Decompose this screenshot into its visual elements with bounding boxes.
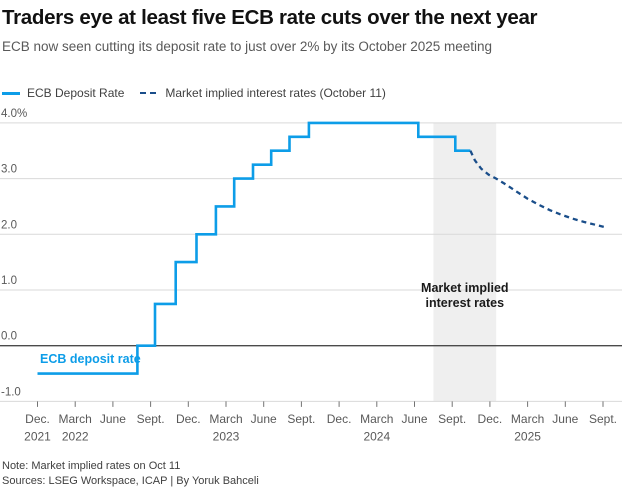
legend-item-0: ECB Deposit Rate [2, 86, 124, 100]
solid-line-swatch-icon [2, 91, 20, 95]
gridlines [0, 122, 622, 402]
chart-legend: ECB Deposit Rate Market implied interest … [2, 86, 386, 100]
dashed-line-swatch-icon [140, 91, 159, 95]
y-tick-label: 4.0% [1, 108, 27, 120]
x-tick-label: March [59, 412, 92, 426]
y-tick-label: -1.0 [1, 386, 21, 398]
x-tick-year-label: 2022 [62, 429, 89, 443]
x-tick-label: June [401, 412, 427, 426]
legend-item-1: Market implied interest rates (October 1… [140, 86, 386, 100]
page-subtitle: ECB now seen cutting its deposit rate to… [2, 39, 493, 54]
annotation-text: Market implied [421, 281, 509, 295]
legend-label: ECB Deposit Rate [27, 86, 125, 100]
rate-chart: 4.0% 3.0 2.0 1.0 0.0 -1.0 Dec. 2021 March 2022 Jun… [0, 108, 622, 443]
chart-area: 4.0% 3.0 2.0 1.0 0.0 -1.0 Dec. 2021 March 2022 Jun… [0, 108, 624, 448]
annotation-text: ECB deposit rate [40, 352, 141, 366]
y-axis-labels: 4.0% 3.0 2.0 1.0 0.0 -1.0 [1, 108, 27, 398]
chart-footer: Note: Market implied rates on Oct 11 Sou… [2, 459, 622, 489]
footer-sources: Sources: LSEG Workspace, ICAP | By Yoruk… [2, 474, 259, 487]
x-tick-year-label: 2025 [514, 429, 541, 443]
x-tick-label: Sept. [438, 412, 466, 426]
deposit-rate-line [37, 121, 471, 375]
annotation-text: interest rates [426, 296, 505, 310]
annotation-1: ECB deposit rate [40, 352, 141, 366]
footer-note: Note: Market implied rates on Oct 11 [2, 460, 181, 472]
x-tick-label: June [251, 412, 277, 426]
y-tick-label: 3.0 [1, 164, 17, 176]
x-tick-label: Sept. [137, 412, 165, 426]
market-implied-line [469, 150, 608, 229]
x-tick-label: March [511, 412, 544, 426]
x-tick-year-label: 2024 [363, 429, 390, 443]
y-tick-label: 0.0 [1, 331, 17, 343]
x-tick-year-label: 2023 [213, 429, 240, 443]
x-tick-label: Dec. [176, 412, 201, 426]
x-tick-label: March [209, 412, 242, 426]
y-tick-label: 1.0 [1, 275, 17, 287]
page-title: Traders eye at least five ECB rate cuts … [2, 6, 538, 29]
x-tick-label: Sept. [589, 412, 617, 426]
legend-label: Market implied interest rates (October 1… [165, 86, 386, 100]
x-tick-label: Dec. [25, 412, 50, 426]
x-tick-label: Sept. [287, 412, 315, 426]
x-tick-label: Dec. [478, 412, 503, 426]
x-axis-ticks: Dec. 2021 March 2022 June Sept. Dec. March 2023 J… [24, 401, 617, 443]
x-tick-year-label: 2021 [24, 429, 51, 443]
x-tick-label: March [360, 412, 393, 426]
x-tick-label: Dec. [327, 412, 352, 426]
highlight-band [433, 122, 497, 402]
y-tick-label: 2.0 [1, 219, 17, 231]
x-tick-label: June [552, 412, 578, 426]
x-tick-label: June [100, 412, 126, 426]
